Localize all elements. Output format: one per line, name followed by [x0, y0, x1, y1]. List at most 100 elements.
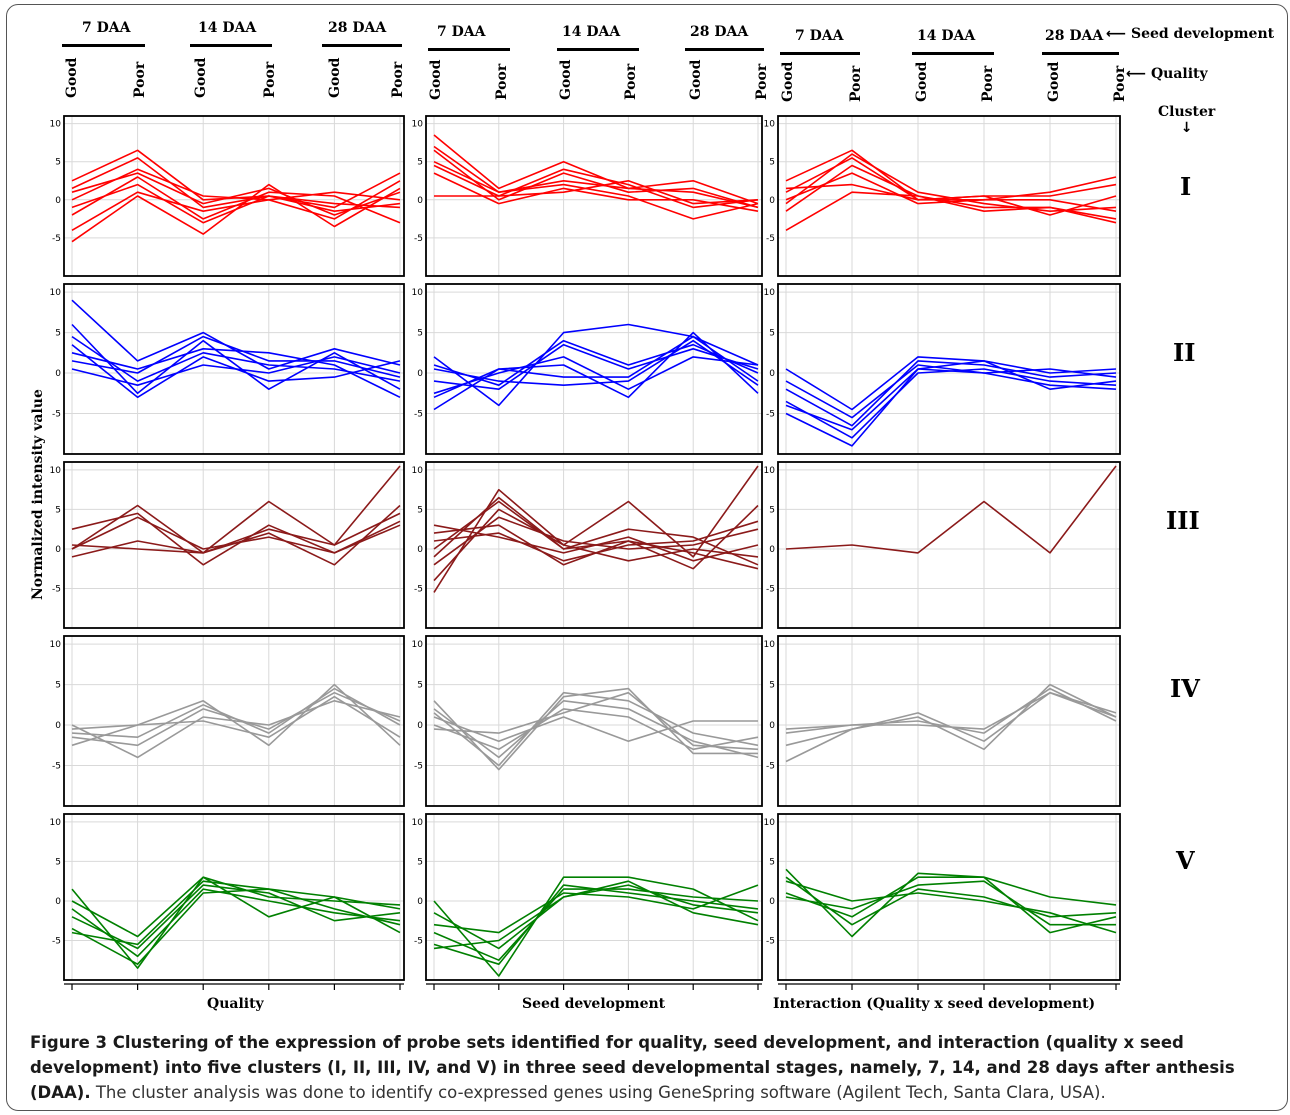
series-line-V	[785, 880, 1116, 926]
series-line-III	[71, 512, 401, 566]
panel-border	[63, 283, 405, 455]
series-line-II	[785, 368, 1117, 439]
y-tick-label: 0	[769, 369, 775, 379]
series-line-II	[433, 335, 759, 399]
y-tick-label: 10	[764, 120, 776, 130]
y-tick-label: 0	[417, 721, 423, 731]
series-line-V	[785, 876, 1117, 926]
series-line-I	[785, 164, 1117, 220]
series-line-V	[433, 884, 759, 950]
y-tick-label: 5	[417, 158, 423, 168]
y-tick-label: 5	[55, 857, 61, 867]
stage-bar	[428, 48, 510, 51]
series-line-II	[71, 344, 401, 399]
panel-border	[425, 115, 763, 277]
series-line-I	[785, 149, 1117, 201]
series-line-IV	[433, 687, 758, 771]
y-tick-label: 5	[55, 681, 61, 691]
y-tick-label: -5	[414, 936, 423, 946]
y-tick-label: -5	[52, 762, 61, 772]
stage-label: 7 DAA	[82, 20, 131, 36]
series-line-I	[71, 183, 401, 243]
y-tick-label: 10	[412, 120, 424, 130]
panel-border	[63, 461, 405, 629]
series-line-I	[71, 172, 401, 216]
y-tick-label: 5	[769, 681, 775, 691]
cluster-label-III: III	[1166, 506, 1200, 535]
figure-caption: Figure 3 Clustering of the expression of…	[30, 1030, 1270, 1105]
panel-border	[777, 283, 1121, 455]
series-line-I	[71, 168, 401, 201]
caption-bold: Figure 3 Clustering of the expression of…	[30, 1033, 1235, 1102]
series-line-III	[71, 504, 401, 566]
stage-label: 14 DAA	[198, 20, 257, 36]
panel-border	[63, 115, 405, 277]
series-line-I	[433, 145, 759, 209]
y-tick-label: 10	[412, 818, 424, 828]
series-line-II	[71, 335, 401, 378]
series-line-I	[434, 180, 759, 205]
cluster-chart-grid: -5 0 5 10 -5 0 5 10 -5 0 5 10 -5 0 5 10 -5 0 5 10 -5 0 5 10 -5 0 5…	[50, 115, 1121, 990]
series-line-IV	[785, 683, 1117, 763]
series-line-II	[785, 364, 1117, 419]
series-line-V	[433, 888, 759, 962]
y-tick-label: -5	[766, 936, 775, 946]
series-line-II	[71, 335, 401, 382]
y-tick-label: 0	[417, 545, 423, 555]
cluster-label-V: V	[1176, 846, 1195, 875]
series-line-II	[785, 360, 1117, 427]
series-line-III	[433, 516, 759, 566]
y-tick-label: -5	[766, 584, 775, 594]
y-tick-label: 5	[417, 329, 423, 339]
series-line-V	[785, 876, 1117, 918]
series-line-I	[71, 157, 401, 212]
series-line-V	[71, 888, 401, 958]
y-tick-label: 5	[417, 505, 423, 515]
y-tick-label: -5	[414, 762, 423, 772]
y-tick-label: 0	[769, 196, 775, 206]
series-line-II	[433, 356, 759, 395]
stage-bar	[912, 52, 994, 55]
series-line-II	[433, 339, 759, 387]
y-tick-label: 10	[764, 818, 776, 828]
series-line-II	[71, 347, 401, 399]
stage-bar	[557, 48, 639, 51]
series-line-II	[785, 356, 1117, 411]
y-tick-label: 0	[55, 196, 61, 206]
series-line-II	[785, 368, 1117, 447]
series-line-I	[433, 164, 759, 209]
figure-frame	[6, 4, 1288, 1111]
panel-border	[777, 461, 1121, 629]
y-tick-label: 5	[55, 158, 61, 168]
series-line-II	[433, 343, 759, 391]
y-tick-label: 5	[769, 505, 775, 515]
y-tick-label: 5	[769, 857, 775, 867]
y-tick-label: -5	[414, 410, 423, 420]
y-tick-label: -5	[766, 762, 775, 772]
column-title-seed-development: Seed development	[522, 996, 666, 1012]
stage-label: 14 DAA	[917, 28, 976, 44]
y-tick-label: 0	[769, 545, 775, 555]
panel-border	[63, 813, 405, 981]
series-line-I	[71, 149, 401, 209]
series-line-IV	[433, 708, 759, 751]
column-title-interaction: Interaction (Quality x seed development)	[773, 996, 1096, 1012]
y-tick-label: 0	[769, 721, 775, 731]
cluster-label-II: II	[1173, 338, 1196, 367]
y-tick-label: 5	[55, 505, 61, 515]
series-line-V	[71, 876, 401, 938]
stage-label: 7 DAA	[795, 28, 844, 44]
y-tick-label: 10	[764, 466, 776, 476]
y-tick-label: -5	[52, 936, 61, 946]
seed-development-row-label: ⟵ Seed development	[1106, 26, 1275, 42]
y-tick-label: 10	[50, 818, 62, 828]
y-tick-label: -5	[52, 234, 61, 244]
series-line-I	[433, 172, 759, 212]
column-title-quality: Quality	[207, 996, 264, 1012]
series-line-V	[71, 876, 401, 969]
y-tick-label: 10	[412, 640, 424, 650]
panel-border	[63, 635, 405, 807]
series-line-I	[71, 183, 401, 224]
stage-label: 28 DAA	[1045, 28, 1104, 44]
series-line-IV	[433, 691, 759, 751]
